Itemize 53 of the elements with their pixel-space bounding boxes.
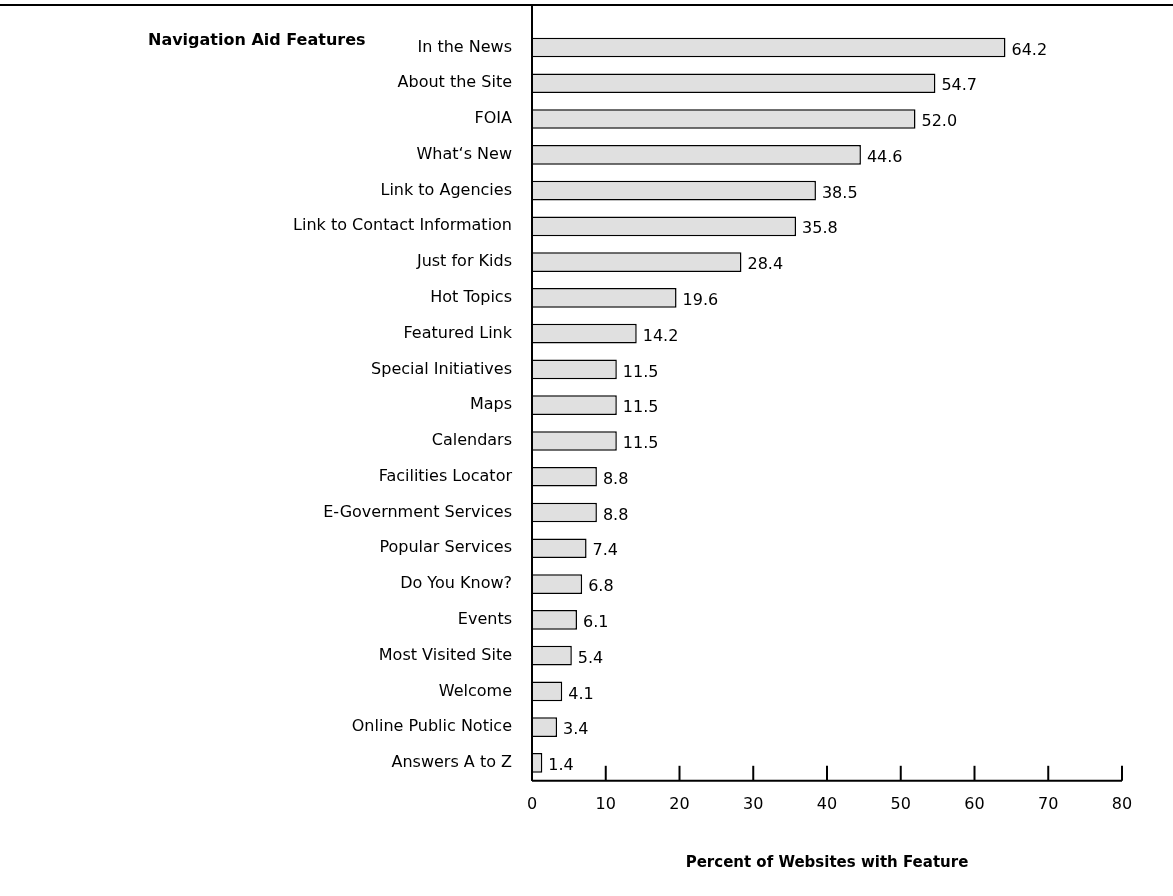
y-tick-label: Maps [469, 394, 512, 414]
data-label: 38.5 [821, 182, 858, 202]
data-label: 8.8 [602, 468, 629, 488]
y-tick-label: E-Government Services [323, 501, 512, 521]
data-label: 54.7 [941, 75, 978, 95]
data-label: 11.5 [622, 433, 659, 453]
x-tick-label: 20 [669, 793, 690, 813]
x-tick-label: 80 [1111, 793, 1133, 813]
data-label: 11.5 [622, 361, 659, 381]
y-tick-label: Special Initiatives [371, 358, 512, 378]
text: Navigation Aid Features [148, 30, 366, 49]
data-label: 35.8 [802, 218, 838, 238]
y-tick-label: Link to Contact Information [293, 215, 512, 235]
x-tick-label: 60 [964, 793, 985, 813]
y-tick-label: Popular Services [379, 537, 512, 557]
y-tick-label: Welcome [438, 680, 512, 700]
y-tick-label: About the Site [397, 72, 512, 92]
x-axis-title: Percent of Websites with Feature [685, 852, 969, 871]
y-tick-label: Calendars [431, 430, 512, 450]
data-label: 19.6 [682, 290, 719, 310]
y-tick-label: Facilities Locator [378, 465, 513, 485]
x-tick-label: 50 [890, 793, 911, 813]
data-label: 8.8 [602, 504, 629, 524]
data-label: 6.1 [582, 611, 609, 631]
y-tick-label: Hot Topics [430, 287, 512, 307]
x-tick-label: 40 [816, 793, 838, 813]
y-tick-label: FOIA [474, 108, 513, 128]
data-label: 1.4 [548, 755, 574, 775]
y-tick-label: Link to Agencies [380, 179, 512, 199]
x-tick-label: 30 [743, 793, 764, 813]
data-label: 7.4 [592, 540, 619, 560]
data-label: 44.6 [866, 146, 903, 166]
data-label: 28.4 [747, 254, 784, 274]
y-tick-label: Do You Know? [400, 573, 512, 593]
data-label: 52.0 [921, 111, 958, 131]
x-tick-label: 70 [1038, 793, 1059, 813]
y-tick-label: Online Public Notice [351, 716, 512, 736]
data-label: 4.1 [568, 683, 594, 703]
data-label: 5.4 [577, 647, 604, 667]
y-tick-label: What‘s New [416, 143, 512, 163]
y-tick-label: Featured Link [403, 322, 513, 342]
data-label: 3.4 [563, 719, 589, 739]
data-label: 14.2 [642, 325, 679, 345]
data-label: 6.8 [588, 576, 614, 596]
y-tick-label: Most Visited Site [378, 644, 512, 664]
y-tick-label: Just for Kids [415, 251, 512, 271]
data-label: 64.2 [1011, 39, 1048, 59]
y-tick-label: Answers A to Z [391, 752, 513, 772]
x-tick-label: 0 [526, 793, 538, 813]
x-tick-label: 10 [595, 793, 616, 813]
y-tick-label: In the News [417, 36, 512, 56]
y-tick-label: Events [457, 608, 512, 628]
data-label: 11.5 [622, 397, 659, 417]
